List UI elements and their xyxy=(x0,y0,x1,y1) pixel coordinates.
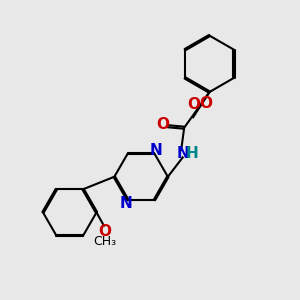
Text: O: O xyxy=(187,97,200,112)
Text: O: O xyxy=(156,117,169,132)
Text: O: O xyxy=(98,224,111,238)
Text: N: N xyxy=(176,146,189,161)
Text: CH₃: CH₃ xyxy=(93,235,116,248)
Text: N: N xyxy=(120,196,133,211)
Text: O: O xyxy=(199,96,212,111)
Text: H: H xyxy=(185,146,198,161)
Text: N: N xyxy=(150,142,162,158)
